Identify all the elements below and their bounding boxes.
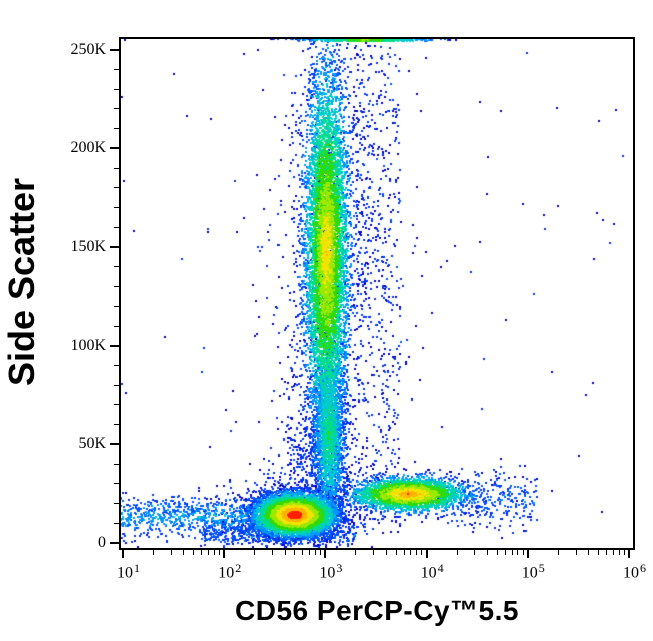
y-minor-tick — [114, 286, 119, 287]
y-minor-tick — [114, 227, 119, 228]
y-minor-tick — [114, 424, 119, 425]
x-minor-tick — [457, 550, 458, 555]
x-minor-tick — [558, 550, 559, 555]
x-minor-tick — [517, 550, 518, 555]
x-minor-tick — [416, 550, 417, 555]
y-major-tick — [110, 542, 119, 544]
x-tick-label: 102 — [209, 559, 249, 581]
x-minor-tick — [619, 550, 620, 555]
y-major-tick — [110, 246, 119, 248]
x-minor-tick — [613, 550, 614, 555]
x-major-tick — [122, 550, 124, 558]
x-minor-tick — [512, 550, 513, 555]
x-axis-title: CD56 PerCP-Cy™5.5 — [235, 595, 519, 627]
x-major-tick — [628, 550, 630, 558]
y-axis-title: Side Scatter — [1, 178, 43, 386]
y-tick-label: 150K — [0, 239, 106, 255]
x-minor-tick — [523, 550, 524, 555]
x-minor-tick — [309, 550, 310, 555]
x-major-tick — [426, 550, 428, 558]
y-minor-tick — [114, 128, 119, 129]
x-minor-tick — [193, 550, 194, 555]
x-minor-tick — [497, 550, 498, 555]
y-major-tick — [110, 49, 119, 51]
y-tick-label: 0 — [0, 535, 106, 551]
x-major-tick — [223, 550, 225, 558]
flow-cytometry-figure: Side Scatter 0 50K 100K 150K 200K 250K 101 102… — [0, 0, 653, 641]
x-minor-tick — [355, 550, 356, 555]
x-minor-tick — [396, 550, 397, 555]
x-tick-label: 101 — [108, 559, 148, 581]
y-tick-label: 100K — [0, 338, 106, 354]
y-minor-tick — [114, 464, 119, 465]
x-minor-tick — [474, 550, 475, 555]
y-minor-tick — [114, 404, 119, 405]
x-minor-tick — [404, 550, 405, 555]
x-minor-tick — [153, 550, 154, 555]
y-tick-label: 50K — [0, 436, 106, 452]
x-tick-label: 104 — [412, 559, 452, 581]
x-minor-tick — [505, 550, 506, 555]
x-tick-label: 105 — [513, 559, 553, 581]
x-minor-tick — [208, 550, 209, 555]
y-major-tick — [110, 147, 119, 149]
x-major-tick — [324, 550, 326, 558]
x-minor-tick — [410, 550, 411, 555]
x-minor-tick — [294, 550, 295, 555]
y-minor-tick — [114, 503, 119, 504]
y-minor-tick — [114, 326, 119, 327]
x-minor-tick — [320, 550, 321, 555]
x-tick-label: 106 — [614, 559, 653, 581]
y-minor-tick — [114, 523, 119, 524]
x-minor-tick — [386, 550, 387, 555]
y-major-tick — [110, 443, 119, 445]
y-minor-tick — [114, 89, 119, 90]
y-tick-label: 200K — [0, 140, 106, 156]
x-tick-label: 103 — [310, 559, 350, 581]
y-major-tick — [110, 345, 119, 347]
x-minor-tick — [315, 550, 316, 555]
x-minor-tick — [285, 550, 286, 555]
y-minor-tick — [114, 69, 119, 70]
x-minor-tick — [214, 550, 215, 555]
y-minor-tick — [114, 207, 119, 208]
x-minor-tick — [373, 550, 374, 555]
y-minor-tick — [114, 306, 119, 307]
y-minor-tick — [114, 168, 119, 169]
x-minor-tick — [183, 550, 184, 555]
y-minor-tick — [114, 365, 119, 366]
x-minor-tick — [421, 550, 422, 555]
y-minor-tick — [114, 483, 119, 484]
x-minor-tick — [254, 550, 255, 555]
x-minor-tick — [171, 550, 172, 555]
x-minor-tick — [576, 550, 577, 555]
y-minor-tick — [114, 266, 119, 267]
x-minor-tick — [606, 550, 607, 555]
y-minor-tick — [114, 108, 119, 109]
y-minor-tick — [114, 187, 119, 188]
x-minor-tick — [588, 550, 589, 555]
density-scatter-canvas — [121, 39, 633, 548]
x-minor-tick — [598, 550, 599, 555]
x-minor-tick — [487, 550, 488, 555]
x-minor-tick — [624, 550, 625, 555]
x-major-tick — [527, 550, 529, 558]
x-minor-tick — [219, 550, 220, 555]
x-minor-tick — [201, 550, 202, 555]
x-minor-tick — [272, 550, 273, 555]
y-minor-tick — [114, 385, 119, 386]
y-tick-label: 250K — [0, 42, 106, 58]
x-minor-tick — [302, 550, 303, 555]
